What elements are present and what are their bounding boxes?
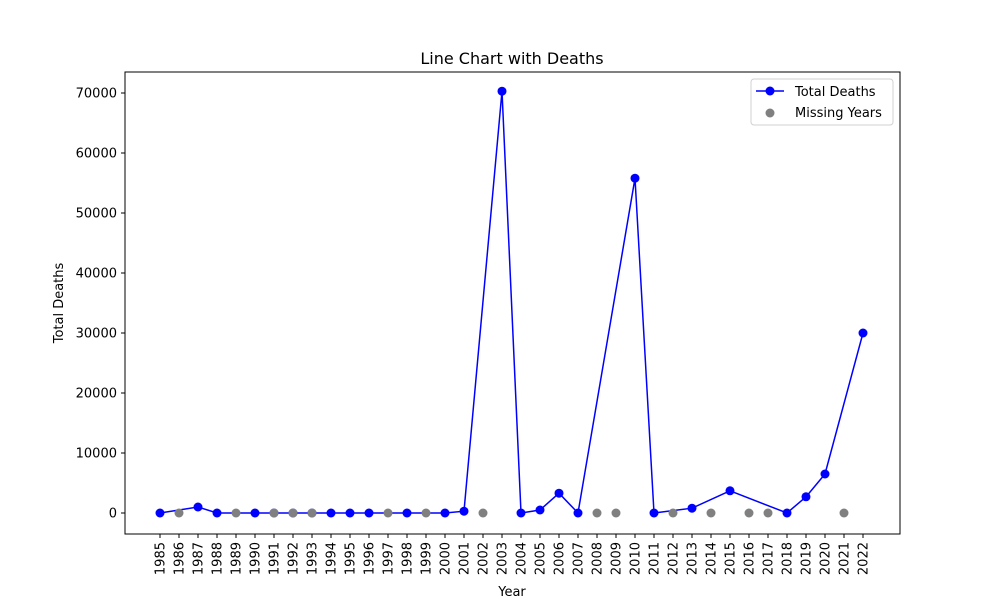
x-tick-label: 2004 [515, 542, 530, 575]
data-point-missing-years [478, 508, 488, 518]
y-tick-label: 10000 [76, 447, 117, 462]
data-point-missing-years [592, 508, 602, 518]
data-point-missing-years [763, 508, 773, 518]
data-point-missing-years [288, 508, 298, 518]
data-point-total-deaths [155, 508, 165, 518]
data-point-total-deaths [345, 508, 355, 518]
data-point-missing-years [668, 508, 678, 518]
data-point-total-deaths [459, 506, 469, 516]
chart-title: Line Chart with Deaths [420, 49, 603, 68]
legend-marker-missing-years [765, 108, 775, 118]
x-tick-label: 2010 [629, 542, 644, 575]
data-point-total-deaths [630, 173, 640, 183]
data-point-missing-years [269, 508, 279, 518]
x-tick-label: 2021 [838, 542, 853, 575]
x-tick-label: 2000 [439, 542, 454, 575]
data-point-total-deaths [687, 503, 697, 513]
data-point-total-deaths [440, 508, 450, 518]
data-point-total-deaths [535, 505, 545, 515]
x-tick-label: 1993 [306, 542, 321, 575]
data-point-total-deaths [364, 508, 374, 518]
x-tick-label: 2022 [857, 542, 872, 575]
plot-frame [124, 71, 901, 535]
x-tick-label: 2017 [762, 542, 777, 575]
x-tick-label: 1992 [287, 542, 302, 575]
data-point-missing-years [421, 508, 431, 518]
data-point-total-deaths [725, 486, 735, 496]
x-tick-label: 2008 [591, 542, 606, 575]
data-point-total-deaths [326, 508, 336, 518]
x-tick-label: 1985 [154, 542, 169, 575]
data-point-total-deaths [402, 508, 412, 518]
data-point-total-deaths [193, 502, 203, 512]
data-point-total-deaths [649, 508, 659, 518]
data-point-missing-years [383, 508, 393, 518]
x-tick-label: 2009 [610, 542, 625, 575]
data-point-total-deaths [820, 469, 830, 479]
x-tick-label: 1999 [420, 542, 435, 575]
legend-box [750, 78, 894, 126]
data-point-missing-years [839, 508, 849, 518]
x-tick-label: 1990 [249, 542, 264, 575]
data-point-missing-years [706, 508, 716, 518]
legend-label-missing-years: Missing Years [795, 106, 882, 121]
x-tick-label: 2018 [781, 542, 796, 575]
data-point-missing-years [307, 508, 317, 518]
y-tick-label: 20000 [76, 387, 117, 402]
data-point-total-deaths [573, 508, 583, 518]
data-point-total-deaths [801, 492, 811, 502]
data-point-total-deaths [250, 508, 260, 518]
y-tick-label: 60000 [76, 147, 117, 162]
x-tick-label: 2003 [496, 542, 511, 575]
x-tick-label: 1995 [344, 542, 359, 575]
x-tick-label: 2015 [724, 542, 739, 575]
data-point-total-deaths [858, 328, 868, 338]
x-tick-label: 2001 [458, 542, 473, 575]
data-point-total-deaths [554, 488, 564, 498]
data-point-total-deaths [782, 508, 792, 518]
y-tick-label: 70000 [76, 87, 117, 102]
y-tick-label: 40000 [76, 267, 117, 282]
x-tick-label: 2014 [705, 542, 720, 575]
y-tick-label: 30000 [76, 327, 117, 342]
x-tick-label: 1987 [192, 542, 207, 575]
x-tick-label: 2002 [477, 542, 492, 575]
data-point-missing-years [231, 508, 241, 518]
x-tick-label: 1996 [363, 542, 378, 575]
legend-label-total-deaths: Total Deaths [794, 85, 876, 100]
x-tick-label: 2016 [743, 542, 758, 575]
x-tick-label: 2006 [553, 542, 568, 575]
x-tick-label: 2005 [534, 542, 549, 575]
x-tick-label: 2007 [572, 542, 587, 575]
x-tick-label: 2013 [686, 542, 701, 575]
x-tick-label: 2020 [819, 542, 834, 575]
data-point-total-deaths [516, 508, 526, 518]
series-line-total-deaths [159, 91, 864, 515]
data-point-total-deaths [497, 86, 507, 96]
y-tick-label: 0 [109, 507, 117, 522]
data-point-total-deaths [212, 508, 222, 518]
legend-marker-total-deaths [765, 86, 775, 96]
data-point-missing-years [744, 508, 754, 518]
x-tick-label: 1998 [401, 542, 416, 575]
data-point-missing-years [611, 508, 621, 518]
data-point-missing-years [174, 508, 184, 518]
legend: Total Deaths Missing Years [750, 78, 894, 126]
x-tick-label: 1991 [268, 542, 283, 575]
x-tick-label: 1997 [382, 542, 397, 575]
x-axis-title: Year [497, 585, 526, 600]
x-tick-label: 1989 [230, 542, 245, 575]
x-tick-label: 2019 [800, 542, 815, 575]
y-axis-title: Total Deaths [52, 262, 67, 344]
x-tick-label: 2011 [648, 542, 663, 575]
x-tick-label: 1988 [211, 542, 226, 575]
y-tick-label: 50000 [76, 207, 117, 222]
x-tick-label: 2012 [667, 542, 682, 575]
x-tick-label: 1994 [325, 542, 340, 575]
x-tick-label: 1986 [173, 542, 188, 575]
